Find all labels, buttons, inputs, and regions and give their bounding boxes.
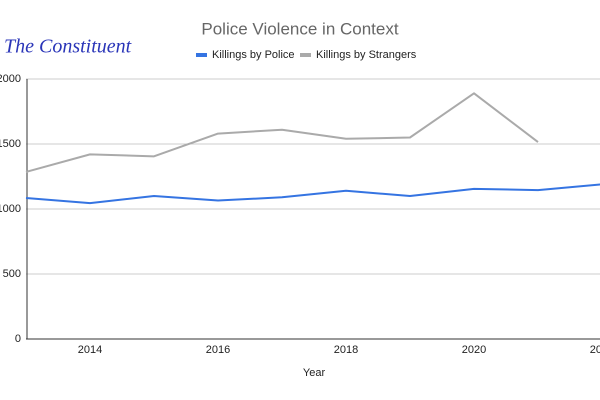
- y-tick-label: 1500: [0, 138, 21, 150]
- logo: The Constituent: [4, 36, 132, 58]
- x-tick-label: 2022: [590, 344, 600, 356]
- x-tick-label: 2018: [334, 344, 358, 356]
- series-line: [25, 183, 600, 205]
- y-tick-label: 2000: [0, 73, 21, 85]
- y-tick-label: 0: [15, 333, 21, 345]
- chart-title: Police Violence in Context: [201, 19, 398, 38]
- series-line: [25, 92, 539, 173]
- x-tick-label: 2014: [78, 344, 102, 356]
- x-tick-label: 2020: [462, 344, 486, 356]
- legend-label: Killings by Police: [212, 49, 295, 61]
- x-tick-label: 2016: [206, 344, 230, 356]
- y-tick-label: 500: [3, 268, 21, 280]
- x-axis-label: Year: [303, 367, 326, 379]
- legend-label: Killings by Strangers: [316, 49, 417, 61]
- y-tick-label: 1000: [0, 203, 21, 215]
